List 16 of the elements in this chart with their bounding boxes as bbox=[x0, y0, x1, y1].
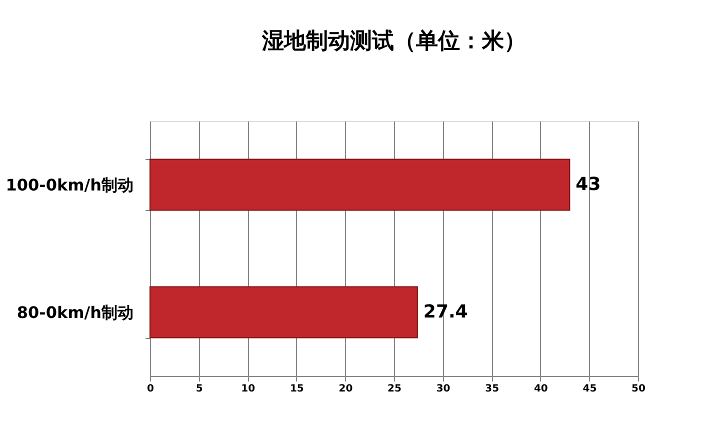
x-tick-label: 20 bbox=[338, 384, 353, 394]
y-tick-label: 100-0km/h制动 bbox=[6, 175, 134, 194]
x-tick-label: 50 bbox=[632, 384, 646, 394]
x-tick-label: 35 bbox=[485, 384, 500, 394]
y-tick-label: 80-0km/h制动 bbox=[16, 302, 134, 322]
x-tick-label: 0 bbox=[147, 384, 154, 394]
data-label: 27.4 bbox=[423, 301, 468, 322]
x-tick-label: 10 bbox=[241, 384, 256, 394]
x-tick-label: 15 bbox=[290, 384, 304, 394]
chart-title: 湿地制动测试（单位：米） bbox=[261, 29, 526, 54]
x-tick-label: 45 bbox=[582, 384, 597, 394]
x-tick-label: 25 bbox=[388, 384, 402, 394]
data-label: 43 bbox=[576, 174, 601, 195]
x-tick-label: 5 bbox=[196, 384, 203, 394]
x-tick-label: 30 bbox=[436, 384, 450, 394]
x-tick-label: 40 bbox=[534, 384, 548, 394]
